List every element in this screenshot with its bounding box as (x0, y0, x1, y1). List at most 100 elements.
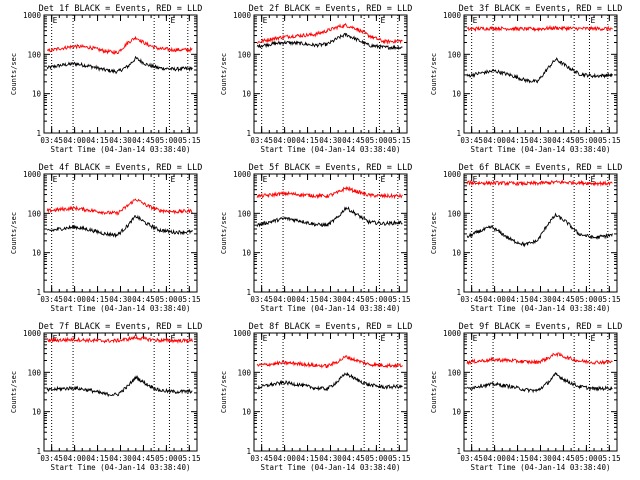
x-tick-label: 03:45 (40, 136, 63, 145)
x-tick-label: 03:45 (250, 136, 273, 145)
series-line-events (256, 372, 403, 392)
x-tick-label: 05:00 (575, 136, 598, 145)
x-tick-label: 05:00 (155, 295, 178, 304)
x-tick-label: 03:45 (460, 136, 483, 145)
y-tick-label: 1000 (23, 329, 42, 338)
series-line-lld (46, 198, 193, 216)
x-tick-label: 05:00 (155, 136, 178, 145)
series-line-events (46, 214, 193, 239)
event-marker-label: E (473, 334, 478, 343)
y-tick-label: 10 (452, 90, 462, 99)
x-tick-label: 04:15 (86, 136, 109, 145)
y-tick-label: 10 (242, 90, 252, 99)
x-tick-label: 05:15 (598, 454, 621, 463)
y-tick-label: 10 (32, 249, 42, 258)
event-marker-label: E (170, 16, 175, 25)
y-axis-label: Counts/sec (220, 53, 228, 95)
event-marker-label: E (53, 16, 58, 25)
x-tick-label: 04:15 (506, 136, 529, 145)
y-tick-label: 1000 (443, 11, 462, 20)
panel-title: Det 9f BLACK = Events, RED = LLD (459, 322, 623, 332)
x-tick-label: 03:45 (40, 295, 63, 304)
y-tick-label: 10 (32, 408, 42, 417)
plot-frame (463, 14, 618, 134)
x-tick-label: 04:45 (132, 295, 155, 304)
event-marker-label: E (590, 175, 595, 184)
event-marker-label: E (380, 175, 385, 184)
x-tick-label: 04:45 (342, 136, 365, 145)
y-tick-label: 1 (456, 288, 461, 297)
x-tick-label: 05:15 (388, 454, 411, 463)
y-tick-label: 100 (27, 368, 41, 377)
y-tick-label: 10 (452, 249, 462, 258)
plot-frame (463, 173, 618, 293)
series-line-events (46, 55, 193, 75)
x-tick-label: 05:00 (365, 136, 388, 145)
event-marker-label: E (263, 16, 268, 25)
x-tick-label: 04:45 (552, 295, 575, 304)
y-tick-label: 10 (452, 408, 462, 417)
panel-title: Det 6f BLACK = Events, RED = LLD (459, 163, 623, 173)
x-axis-label: Start Time (04-Jan-14 03:38:40) (51, 304, 191, 313)
x-tick-label: 05:00 (365, 295, 388, 304)
series-line-lld (256, 22, 403, 45)
y-tick-label: 100 (447, 50, 461, 59)
x-tick-label: 05:15 (388, 136, 411, 145)
x-tick-label: 04:30 (529, 454, 552, 463)
x-tick-label: 04:00 (483, 454, 506, 463)
y-tick-label: 1 (456, 129, 461, 138)
x-tick-label: 05:15 (598, 295, 621, 304)
event-marker-label: E (380, 16, 385, 25)
x-axis-label: Start Time (04-Jan-14 03:38:40) (471, 463, 611, 472)
x-tick-label: 04:15 (506, 295, 529, 304)
x-tick-label: 04:30 (319, 295, 342, 304)
detector-panel: Det 3f BLACK = Events, RED = LLD 1 10 100 10… (430, 4, 622, 154)
y-tick-label: 1000 (443, 329, 462, 338)
x-tick-label: 04:45 (132, 454, 155, 463)
series-line-events (466, 212, 613, 248)
x-tick-label: 04:30 (529, 295, 552, 304)
x-tick-label: 05:00 (575, 454, 598, 463)
y-tick-label: 1 (246, 288, 251, 297)
x-tick-label: 04:15 (86, 454, 109, 463)
event-marker-label: E (53, 175, 58, 184)
x-tick-label: 03:45 (460, 454, 483, 463)
y-axis-label: Counts/sec (430, 212, 438, 254)
event-marker-label: E (590, 16, 595, 25)
y-tick-label: 1 (246, 447, 251, 456)
x-tick-label: 03:45 (250, 295, 273, 304)
plot-frame (253, 14, 408, 134)
plot-frame (253, 173, 408, 293)
panel-title: Det 7f BLACK = Events, RED = LLD (39, 322, 203, 332)
x-tick-label: 04:15 (296, 136, 319, 145)
y-axis-label: Counts/sec (10, 212, 18, 254)
y-tick-label: 10 (242, 408, 252, 417)
series-line-lld (466, 179, 613, 187)
event-marker-label: E (170, 334, 175, 343)
y-tick-label: 1000 (233, 11, 252, 20)
series-line-events (46, 374, 193, 398)
y-tick-label: 100 (447, 368, 461, 377)
detector-panel: Det 8f BLACK = Events, RED = LLD 1 10 100 10… (220, 322, 412, 472)
event-marker-label: E (263, 334, 268, 343)
y-tick-label: 1 (36, 447, 41, 456)
y-tick-label: 1000 (233, 329, 252, 338)
detector-panel: Det 5f BLACK = Events, RED = LLD 1 10 100 10… (220, 163, 412, 313)
x-tick-label: 04:30 (109, 454, 132, 463)
series-line-lld (466, 24, 613, 32)
event-marker-label: E (473, 175, 478, 184)
detector-panel: Det 4f BLACK = Events, RED = LLD 1 10 100 10… (10, 163, 202, 313)
y-tick-label: 1 (456, 447, 461, 456)
x-tick-label: 04:00 (63, 136, 86, 145)
series-line-lld (46, 334, 193, 345)
x-tick-label: 04:00 (483, 295, 506, 304)
y-axis-label: Counts/sec (430, 53, 438, 95)
x-tick-label: 04:30 (529, 136, 552, 145)
y-tick-label: 100 (447, 209, 461, 218)
series-line-lld (256, 355, 403, 369)
y-tick-label: 100 (237, 209, 251, 218)
x-tick-label: 05:00 (575, 295, 598, 304)
detector-panel: Det 7f BLACK = Events, RED = LLD 1 10 100 10… (10, 322, 202, 472)
y-tick-label: 1000 (23, 11, 42, 20)
